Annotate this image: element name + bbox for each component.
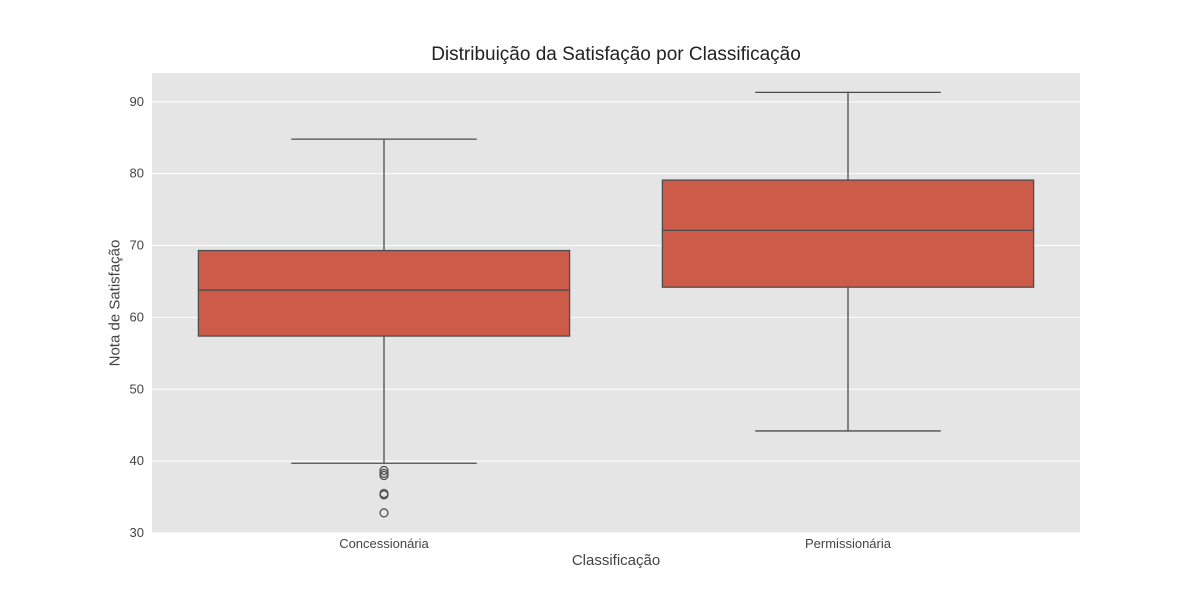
y-tick-label: 40: [130, 453, 144, 468]
x-tick-label: Concessionária: [339, 536, 429, 551]
y-tick-label: 80: [130, 166, 144, 181]
box-iqr: [661, 179, 1035, 288]
x-axis-label: Classificação: [571, 552, 661, 569]
chart-title: Distribuição da Satisfação por Classific…: [431, 44, 801, 65]
y-axis-label: Nota de Satisfação: [106, 239, 124, 367]
y-tick-label: 70: [130, 238, 144, 253]
y-tick-label: 30: [130, 525, 144, 540]
outlier-point: [379, 490, 389, 500]
x-tick-label: Permissionária: [805, 536, 892, 551]
outlier-point: [379, 508, 389, 518]
y-tick-label: 90: [130, 94, 144, 109]
y-tick-label: 50: [130, 381, 144, 396]
box-iqr: [197, 249, 571, 337]
outlier-point: [379, 470, 389, 481]
y-tick-label: 60: [130, 309, 144, 324]
outlier-point: [379, 465, 389, 476]
